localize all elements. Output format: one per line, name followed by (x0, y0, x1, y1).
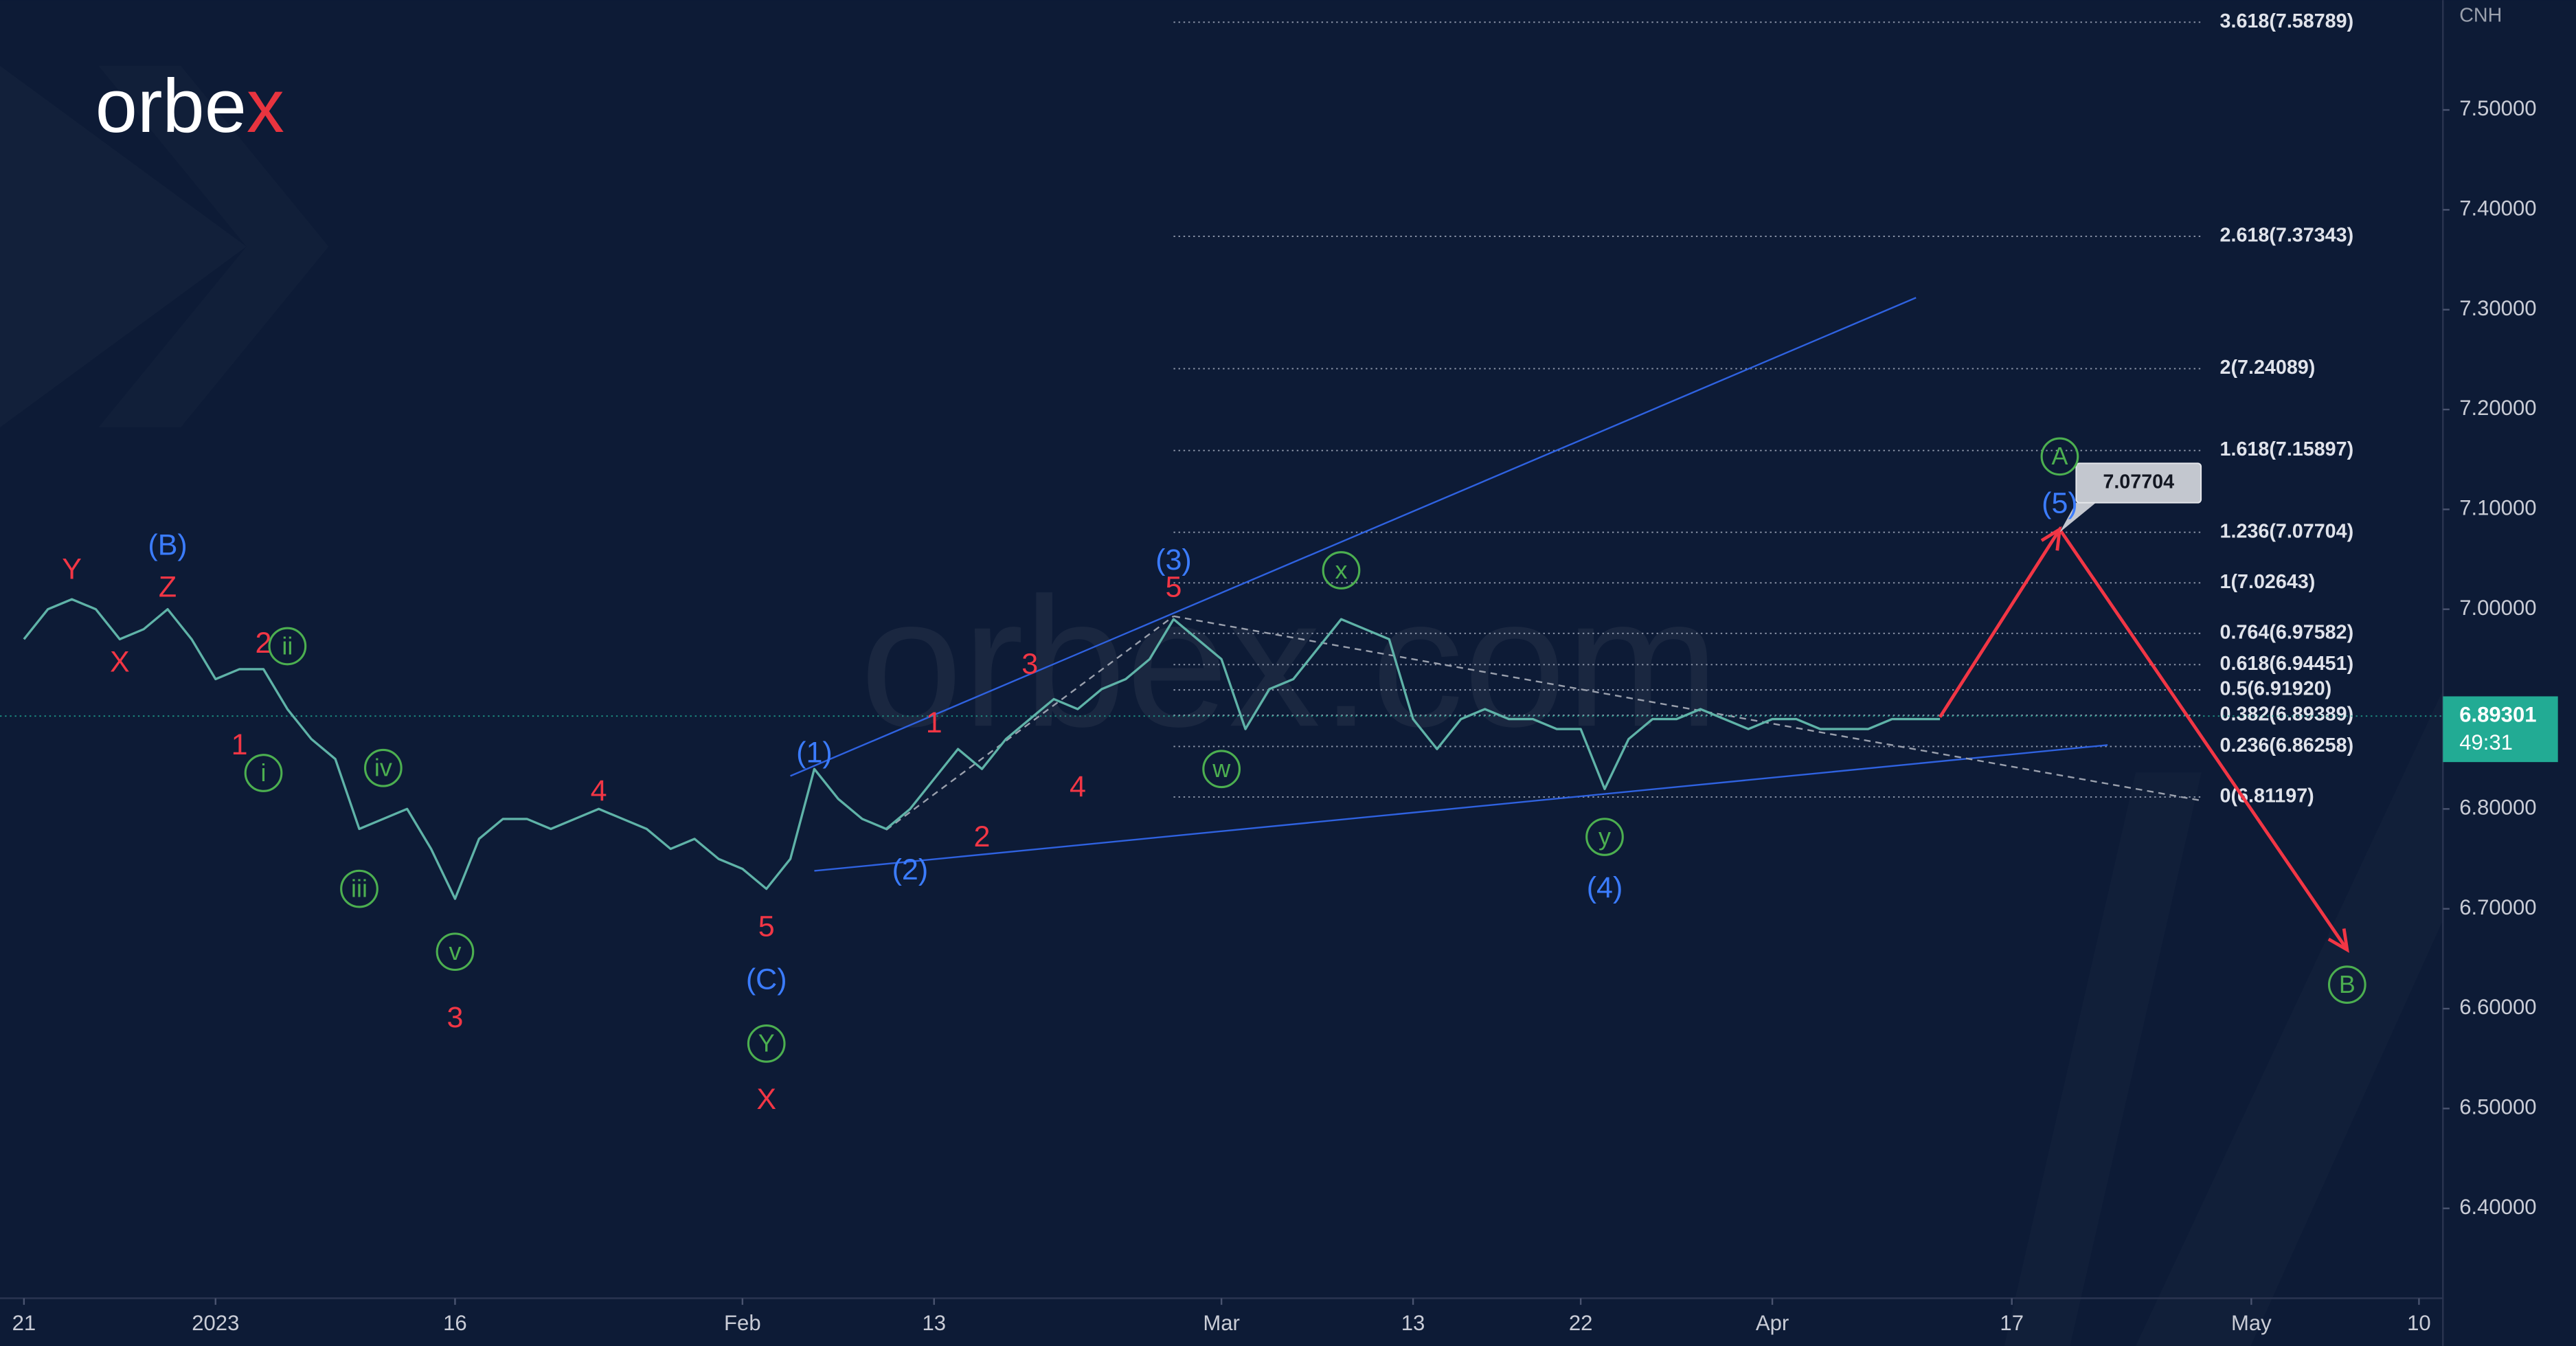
y-tick-label: 7.00000 (2459, 596, 2536, 620)
fib-label: 1(7.02643) (2220, 571, 2316, 593)
axis-label: CNH (2459, 5, 2502, 27)
wave-label-circle (363, 748, 403, 787)
wave-label: (1) (796, 737, 833, 770)
wave-label: 1 (926, 706, 942, 739)
x-tick-label: 13 (1401, 1311, 1425, 1335)
last-price-label: 6.89301 (2459, 702, 2536, 726)
wave-label: ii (282, 632, 293, 660)
wave-label: 4 (591, 774, 607, 807)
wave-label: (3) (1155, 543, 1192, 576)
wave-label: Y (758, 1030, 775, 1057)
target-callout-label: 7.07704 (2103, 471, 2174, 493)
fib-label: 0(6.81197) (2220, 785, 2314, 807)
wave-label: A (2051, 442, 2068, 470)
wave-label-circle (747, 1024, 786, 1063)
y-tick-label: 6.50000 (2459, 1095, 2536, 1119)
arrowhead (2327, 928, 2349, 953)
x-tick-label: 2023 (192, 1311, 239, 1335)
wave-label: (B) (148, 528, 187, 561)
fib-label: 1.236(7.07704) (2220, 520, 2354, 542)
wave-label: 2 (256, 627, 272, 660)
wave-label: i (261, 759, 267, 787)
x-tick-label: 10 (2407, 1311, 2431, 1335)
y-tick-label: 7.50000 (2459, 96, 2536, 120)
wave-label: 3 (1021, 647, 1038, 680)
wave-label: B (2339, 971, 2355, 998)
wave-label: v (449, 938, 461, 965)
wave-label: 4 (1070, 770, 1086, 803)
wave-label: Y (62, 552, 82, 585)
wave-label-circle (1322, 551, 1361, 590)
wave-label: Z (159, 570, 177, 603)
arrowhead (2040, 526, 2062, 551)
wave-label: (C) (746, 963, 787, 996)
wave-label: 3 (447, 1001, 463, 1034)
wave-label-circle (2040, 437, 2079, 476)
countdown-label: 49:31 (2459, 730, 2513, 754)
wave-label-circle (436, 932, 475, 972)
target-callout-box (2075, 462, 2202, 504)
wave-label: iv (374, 754, 392, 782)
x-tick-label: 22 (1569, 1311, 1593, 1335)
wave-label: w (1212, 755, 1230, 783)
wave-label: 5 (1165, 570, 1182, 603)
watermark: orbex.com (860, 559, 1719, 765)
fib-label: 0.764(6.97582) (2220, 621, 2354, 643)
wave-label-circle (1585, 818, 1624, 856)
wave-label: (4) (1587, 871, 1623, 904)
y-tick-label: 6.70000 (2459, 895, 2536, 919)
wave-label: x (1335, 557, 1347, 584)
x-tick-label: 13 (922, 1311, 946, 1335)
wave-label: y (1598, 823, 1611, 851)
x-tick-label: Apr (1756, 1311, 1789, 1335)
wave-label-circle (1202, 750, 1241, 789)
trend-line (790, 297, 1917, 777)
x-tick-label: Mar (1203, 1311, 1240, 1335)
target-callout-box (2059, 502, 2097, 532)
y-tick-label: 6.40000 (2459, 1195, 2536, 1219)
trend-line (814, 744, 2108, 872)
trend-line (1173, 615, 2204, 802)
y-tick-label: 7.40000 (2459, 197, 2536, 221)
wave-label-circle (244, 754, 283, 792)
wave-label: 5 (758, 910, 775, 943)
wave-label: iii (351, 875, 368, 902)
logo: orbex (95, 64, 284, 148)
wave-label: X (756, 1083, 776, 1116)
x-tick-label: 16 (443, 1311, 467, 1335)
x-tick-label: 17 (2000, 1311, 2024, 1335)
last-price-tag (2443, 696, 2558, 763)
y-tick-label: 6.80000 (2459, 796, 2536, 820)
x-tick-label: May (2231, 1311, 2272, 1335)
y-tick-label: 7.10000 (2459, 496, 2536, 520)
wave-label: (5) (2042, 486, 2078, 519)
price-line (23, 598, 1941, 900)
y-tick-label: 7.30000 (2459, 296, 2536, 320)
fib-label: 2.618(7.37343) (2220, 225, 2354, 247)
wave-label-circle (340, 869, 379, 908)
fib-label: 2(7.24089) (2220, 357, 2316, 379)
wave-label-circle (2327, 965, 2366, 1005)
x-tick-label: Feb (724, 1311, 761, 1335)
wave-label: 1 (231, 728, 248, 761)
fib-label: 0.5(6.91920) (2220, 678, 2332, 700)
fib-label: 0.236(6.86258) (2220, 734, 2354, 756)
y-tick-label: 7.20000 (2459, 396, 2536, 420)
fib-label: 0.382(6.89389) (2220, 703, 2354, 725)
wave-label-circle (268, 627, 307, 666)
wave-label: X (110, 645, 130, 678)
y-tick-label: 6.60000 (2459, 995, 2536, 1019)
fib-label: 3.618(7.58789) (2220, 10, 2354, 32)
trend-line (885, 615, 1175, 831)
wave-label: 2 (974, 820, 991, 853)
x-tick-label: 21 (12, 1311, 36, 1335)
wave-label: (2) (892, 853, 929, 886)
fib-label: 1.618(7.15897) (2220, 438, 2354, 460)
fib-label: 0.618(6.94451) (2220, 653, 2354, 675)
